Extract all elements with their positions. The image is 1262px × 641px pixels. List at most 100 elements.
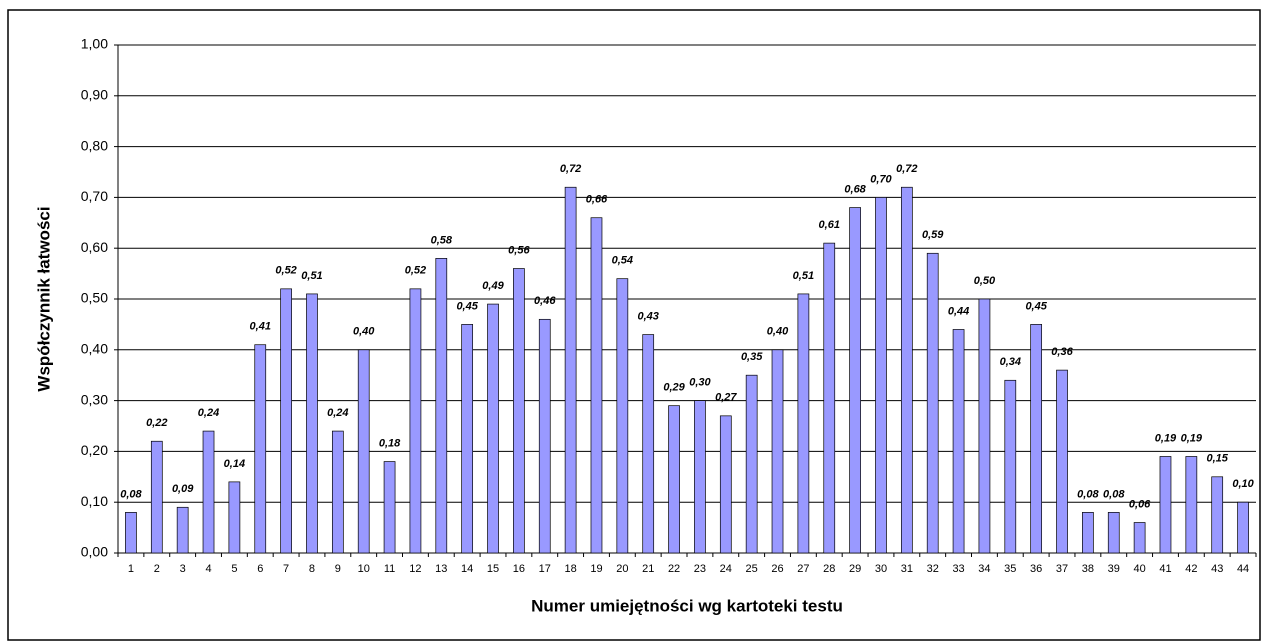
- value-label: 0,52: [275, 265, 296, 277]
- x-tick-label: 26: [771, 563, 783, 575]
- bar: [125, 512, 137, 554]
- x-tick-label: 14: [461, 563, 473, 575]
- bar: [771, 349, 784, 554]
- y-tick-label: 0,60: [81, 239, 108, 255]
- x-tick-label: 40: [1133, 563, 1145, 575]
- bar: [952, 329, 965, 554]
- bar: [1133, 522, 1146, 554]
- value-label: 0,27: [715, 392, 737, 404]
- bar: [590, 217, 603, 554]
- value-label: 0,44: [948, 305, 969, 317]
- value-label: 0,40: [353, 326, 375, 338]
- bar: [306, 293, 318, 554]
- x-tick-label: 43: [1211, 563, 1223, 575]
- x-tick-label: 24: [720, 563, 732, 575]
- value-label: 0,22: [146, 417, 167, 429]
- x-tick-label: 38: [1082, 563, 1094, 575]
- value-label: 0,58: [431, 234, 453, 246]
- value-label: 0,06: [1129, 498, 1151, 510]
- bar: [435, 258, 448, 554]
- bar: [1159, 456, 1172, 554]
- x-tick-label: 2: [154, 563, 160, 575]
- y-tick-label: 0,20: [81, 442, 108, 458]
- y-tick-label: 0,00: [81, 544, 108, 560]
- x-tick-label: 42: [1185, 563, 1197, 575]
- bar: [383, 461, 396, 554]
- value-label: 0,45: [1025, 300, 1047, 312]
- y-tick-label: 0,90: [81, 87, 108, 103]
- value-label: 0,56: [508, 244, 530, 256]
- y-tick-label: 1,00: [81, 36, 108, 52]
- value-label: 0,41: [250, 321, 271, 333]
- value-label: 0,52: [405, 265, 426, 277]
- x-tick-label: 23: [694, 563, 706, 575]
- x-tick-label: 10: [358, 563, 370, 575]
- value-label: 0,08: [1077, 488, 1099, 500]
- bar: [513, 268, 525, 554]
- x-tick-label: 12: [409, 563, 421, 575]
- bar: [1030, 324, 1043, 554]
- x-tick-label: 1: [128, 563, 134, 575]
- bar: [280, 288, 292, 554]
- x-tick-label: 30: [875, 563, 887, 575]
- value-label: 0,68: [844, 183, 866, 195]
- chart-frame: [7, 9, 1261, 641]
- value-label: 0,35: [741, 351, 763, 363]
- x-tick-label: 35: [1004, 563, 1016, 575]
- bar: [668, 405, 680, 554]
- y-tick-label: 0,80: [81, 137, 108, 153]
- bar: [1237, 501, 1249, 554]
- bar: [538, 318, 551, 554]
- x-tick-label: 15: [487, 563, 499, 575]
- value-label: 0,70: [870, 173, 892, 185]
- value-label: 0,59: [922, 229, 944, 241]
- x-tick-label: 3: [180, 563, 186, 575]
- value-label: 0,19: [1181, 432, 1203, 444]
- bar: [409, 288, 422, 554]
- value-label: 0,18: [379, 437, 401, 449]
- x-tick-label: 27: [797, 563, 809, 575]
- x-tick-label: 21: [642, 563, 654, 575]
- x-tick-label: 34: [978, 563, 990, 575]
- value-label: 0,24: [327, 407, 348, 419]
- y-tick-label: 0,70: [81, 188, 108, 204]
- value-label: 0,45: [456, 300, 478, 312]
- value-label: 0,09: [172, 483, 194, 495]
- value-label: 0,36: [1051, 346, 1073, 358]
- value-label: 0,72: [896, 163, 917, 175]
- value-label: 0,54: [612, 255, 633, 267]
- y-axis-title: Współczynnik łatwości: [34, 206, 53, 391]
- value-label: 0,08: [120, 488, 142, 500]
- bar: [797, 293, 810, 554]
- x-tick-label: 22: [668, 563, 680, 575]
- x-tick-label: 31: [901, 563, 913, 575]
- x-tick-label: 5: [231, 563, 237, 575]
- bar: [616, 278, 629, 554]
- value-label: 0,08: [1103, 488, 1125, 500]
- x-tick-label: 13: [435, 563, 447, 575]
- x-tick-label: 29: [849, 563, 861, 575]
- bar: [564, 186, 577, 554]
- value-label: 0,72: [560, 163, 581, 175]
- value-label: 0,14: [224, 458, 245, 470]
- bar: [1107, 512, 1120, 554]
- value-label: 0,30: [689, 377, 711, 389]
- x-tick-label: 41: [1159, 563, 1171, 575]
- bar: [202, 430, 215, 554]
- bar: [823, 242, 836, 554]
- value-label: 0,61: [819, 219, 840, 231]
- x-tick-label: 11: [384, 563, 395, 575]
- value-label: 0,49: [482, 280, 504, 292]
- x-tick-label: 16: [513, 563, 525, 575]
- bar: [150, 440, 163, 554]
- bar: [357, 349, 370, 554]
- bar: [849, 207, 861, 554]
- y-tick-label: 0,40: [81, 341, 108, 357]
- x-tick-label: 4: [205, 563, 211, 575]
- x-tick-label: 9: [335, 563, 341, 575]
- bar: [719, 415, 732, 554]
- bar: [642, 334, 655, 554]
- y-tick-label: 0,50: [81, 290, 108, 306]
- value-label: 0,51: [301, 270, 322, 282]
- bar: [875, 197, 887, 554]
